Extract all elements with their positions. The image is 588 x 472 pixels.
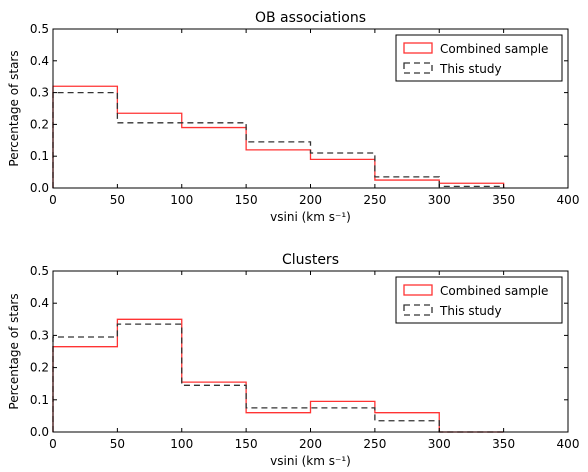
y-tick-label: 0.3	[30, 328, 49, 342]
chart-panel-1: OB associations 0 50 100 150 200 250 300 350 400 0…	[7, 10, 579, 224]
x-tick-label: 150	[235, 437, 258, 451]
legend-entry-this-study: This study	[439, 304, 502, 318]
x-tick-label: 0	[49, 437, 57, 451]
legend-swatch-this-study	[403, 304, 433, 316]
y-tick-label: 0.2	[30, 117, 49, 131]
series-line-combined-sample	[52, 85, 505, 188]
x-axis-label: vsini (km s⁻¹)	[270, 454, 351, 468]
x-axis-label: vsini (km s⁻¹)	[270, 210, 351, 224]
y-tick-label: 0.0	[30, 425, 49, 439]
x-tick-label: 200	[299, 193, 322, 207]
legend-swatch-this-study	[403, 62, 433, 74]
chart-title: Clusters	[282, 252, 339, 268]
x-tick-label: 400	[557, 437, 580, 451]
x-tick-label: 250	[363, 193, 386, 207]
x-tick-label: 150	[235, 193, 258, 207]
x-tick-label: 300	[428, 437, 451, 451]
legend-entry-combined-sample: Combined sample	[440, 284, 548, 298]
y-tick-label: 0.4	[30, 54, 49, 68]
legend-entry-this-study: This study	[439, 62, 502, 76]
y-tick-label: 0.1	[30, 393, 49, 407]
series-line-this-study	[52, 91, 505, 188]
y-tick-label: 0.0	[30, 181, 49, 195]
y-axis-label: Percentage of stars	[7, 50, 21, 166]
x-tick-label: 50	[110, 193, 125, 207]
legend-entry-combined-sample: Combined sample	[440, 42, 548, 56]
x-tick-label: 100	[170, 193, 193, 207]
y-tick-label: 0.2	[30, 361, 49, 375]
y-axis-label: Percentage of stars	[7, 293, 21, 409]
x-tick-label: 50	[110, 437, 125, 451]
x-tick-label: 400	[557, 193, 580, 207]
x-tick-label: 350	[492, 193, 515, 207]
y-tick-label: 0.4	[30, 296, 49, 310]
legend-swatch-combined-sample	[403, 42, 433, 54]
y-tick-label: 0.5	[30, 22, 49, 36]
legend: Combined sample This study	[395, 276, 563, 324]
x-tick-label: 200	[299, 437, 322, 451]
y-tick-label: 0.5	[30, 264, 49, 278]
chart-title: OB associations	[255, 10, 366, 26]
chart-panel-2: Clusters 0 50 100 150 200 250 300 350 400 0.0 0.1 0.…	[7, 252, 579, 468]
y-tick-label: 0.3	[30, 86, 49, 100]
x-tick-label: 250	[363, 437, 386, 451]
y-tick-label: 0.1	[30, 149, 49, 163]
legend: Combined sample This study	[395, 34, 563, 82]
x-tick-label: 300	[428, 193, 451, 207]
x-tick-label: 350	[492, 437, 515, 451]
legend-swatch-combined-sample	[403, 284, 433, 296]
x-tick-label: 100	[170, 437, 193, 451]
series-line-this-study	[52, 323, 504, 433]
series-line-combined-sample	[52, 318, 504, 433]
x-tick-label: 0	[49, 193, 57, 207]
